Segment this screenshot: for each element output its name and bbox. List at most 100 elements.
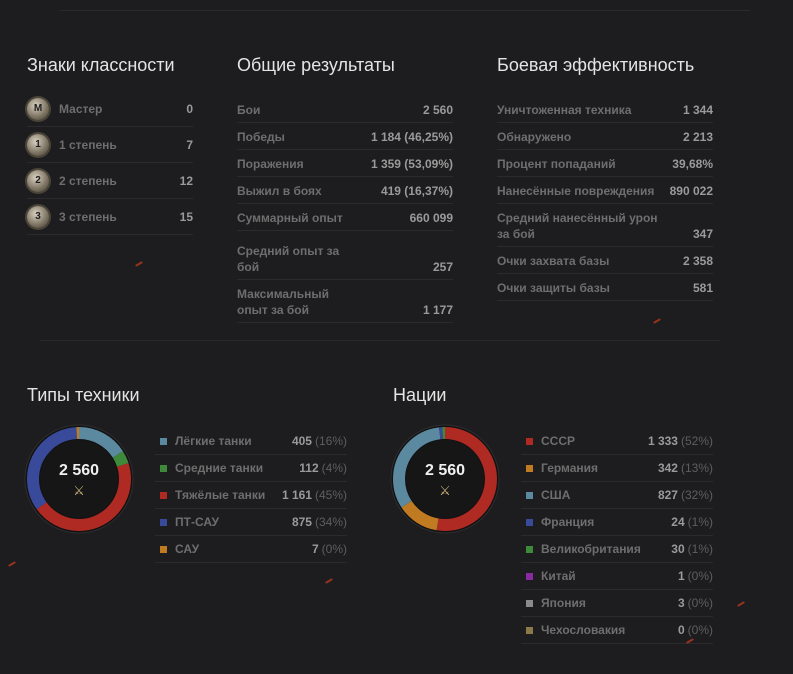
middle-divider [40, 340, 720, 341]
stat-label: Суммарный опыт [237, 211, 343, 225]
legend-percent: (13%) [680, 461, 713, 475]
legend-percent: (1%) [687, 515, 713, 529]
legend-row: Япония 3 (0%) [521, 590, 713, 617]
legend-label: Лёгкие танки [175, 434, 252, 448]
donut-slice [393, 427, 497, 531]
class-mark-row: M Мастер 0 [27, 91, 193, 127]
ember-spark [325, 578, 333, 584]
class-mark-badge-icon: 3 [27, 205, 49, 228]
nations-title: Нации [393, 385, 447, 405]
legend-percent: (0%) [687, 596, 713, 610]
stat-label: Средний опыт за бой [237, 244, 340, 274]
crossed-swords-icon: ⚔ [439, 483, 451, 498]
class-mark-value: 0 [186, 101, 193, 116]
legend-count: 1 161 [281, 488, 312, 502]
stat-value: 2 560 [422, 103, 453, 117]
legend-percent: (4%) [321, 461, 347, 475]
legend-label: Франция [541, 515, 595, 529]
legend-row: Лёгкие танки 405 (16%) [155, 428, 347, 455]
stat-value: 1 184 (46,25%) [370, 130, 453, 144]
stat-row: Бои 2 560 [237, 96, 453, 123]
stat-row: Процент попаданий 39,68% [497, 150, 713, 177]
donut-center [406, 440, 484, 518]
legend-swatch-icon [526, 464, 533, 472]
stat-value: 1 177 [422, 303, 453, 317]
stat-row: Очки защиты базы 581 [497, 274, 713, 301]
stat-value: 419 (16,37%) [380, 184, 453, 198]
legend-swatch-icon [160, 464, 167, 472]
class-marks-list: M Мастер 0 1 1 степень 7 2 2 степень 12 3 3 степен… [27, 91, 193, 235]
legend-label: США [541, 488, 571, 502]
class-mark-badge-icon: M [27, 97, 49, 120]
vehicle-types-legend: Лёгкие танки 405 (16%) Средние танки 112 (4%)… [155, 428, 347, 563]
legend-percent: (1%) [687, 542, 713, 556]
legend-swatch-icon [160, 545, 167, 553]
legend-count: 0 [677, 623, 685, 637]
stat-value: 890 022 [669, 184, 713, 198]
stat-value: 2 213 [682, 130, 713, 144]
ember-spark [653, 318, 661, 324]
legend-label: Средние танки [175, 461, 264, 475]
class-mark-label: Мастер [59, 101, 103, 116]
donut-slice [27, 427, 131, 531]
vehicle-types-donut-chart [24, 424, 134, 534]
stat-value: 581 [692, 281, 713, 295]
class-mark-label: 2 степень [59, 173, 117, 188]
stat-row: Суммарный опыт 660 099 [237, 204, 453, 231]
legend-swatch-icon [526, 491, 533, 499]
legend-row: САУ 7 (0%) [155, 536, 347, 563]
general-results-list: Бои 2 560 Победы 1 184 (46,25%) Поражения 1 3… [237, 96, 453, 323]
nations-donut-chart [390, 424, 500, 534]
legend-percent: (34%) [314, 515, 347, 529]
legend-swatch-icon [526, 572, 533, 580]
stat-label: Очки захвата базы [497, 254, 610, 268]
legend-swatch-icon [526, 437, 533, 445]
stat-label: Очки защиты базы [497, 281, 610, 295]
stat-row: Выжил в боях 419 (16,37%) [237, 177, 453, 204]
donut-slice [393, 427, 497, 531]
legend-label: Япония [541, 596, 586, 610]
battle-efficiency-title: Боевая эффективность [497, 55, 695, 75]
stat-label: Победы [237, 130, 285, 144]
crossed-swords-icon: ⚔ [73, 483, 85, 498]
legend-count: 7 [311, 542, 319, 556]
legend-row: Франция 24 (1%) [521, 509, 713, 536]
stat-row: Уничтоженная техника 1 344 [497, 96, 713, 123]
stat-row: Победы 1 184 (46,25%) [237, 123, 453, 150]
legend-percent: (0%) [321, 542, 347, 556]
stat-label: Максимальный опыт за бой [237, 287, 329, 317]
legend-label: Тяжёлые танки [175, 488, 266, 502]
donut-slice [27, 427, 131, 531]
legend-label: СССР [541, 434, 576, 448]
class-mark-row: 2 2 степень 12 [27, 163, 193, 199]
stat-row: Максимальный опыт за бой 1 177 [237, 280, 453, 323]
donut-slice [27, 427, 131, 531]
stat-label: Средний нанесённый урон за бой [497, 211, 658, 241]
legend-row: Великобритания 30 (1%) [521, 536, 713, 563]
legend-row: ПТ-САУ 875 (34%) [155, 509, 347, 536]
legend-count: 827 [657, 488, 678, 502]
stat-value: 1 359 (53,09%) [370, 157, 453, 171]
legend-label: Великобритания [541, 542, 641, 556]
legend-percent: (16%) [314, 434, 347, 448]
stat-value: 1 344 [682, 103, 713, 117]
legend-percent: (0%) [687, 623, 713, 637]
nations-legend: СССР 1 333 (52%) Германия 342 (13%) США 827 (32%… [521, 428, 713, 644]
stat-label: Выжил в боях [237, 184, 322, 198]
legend-swatch-icon [526, 626, 533, 634]
legend-count: 875 [291, 515, 312, 529]
legend-swatch-icon [160, 437, 167, 445]
class-mark-label: 3 степень [59, 209, 117, 224]
general-results-title: Общие результаты [237, 55, 395, 75]
legend-swatch-icon [160, 518, 167, 526]
top-divider [60, 10, 750, 11]
legend-row: Средние танки 112 (4%) [155, 455, 347, 482]
stat-label: Поражения [237, 157, 304, 171]
legend-percent: (0%) [687, 569, 713, 583]
stat-row: Средний нанесённый урон за бой 347 [497, 204, 713, 247]
legend-label: Чехословакия [541, 623, 626, 637]
legend-row: Чехословакия 0 (0%) [521, 617, 713, 644]
vehicle-types-title: Типы техники [27, 385, 140, 405]
stat-label: Обнаружено [497, 130, 572, 144]
legend-count: 1 [677, 569, 685, 583]
